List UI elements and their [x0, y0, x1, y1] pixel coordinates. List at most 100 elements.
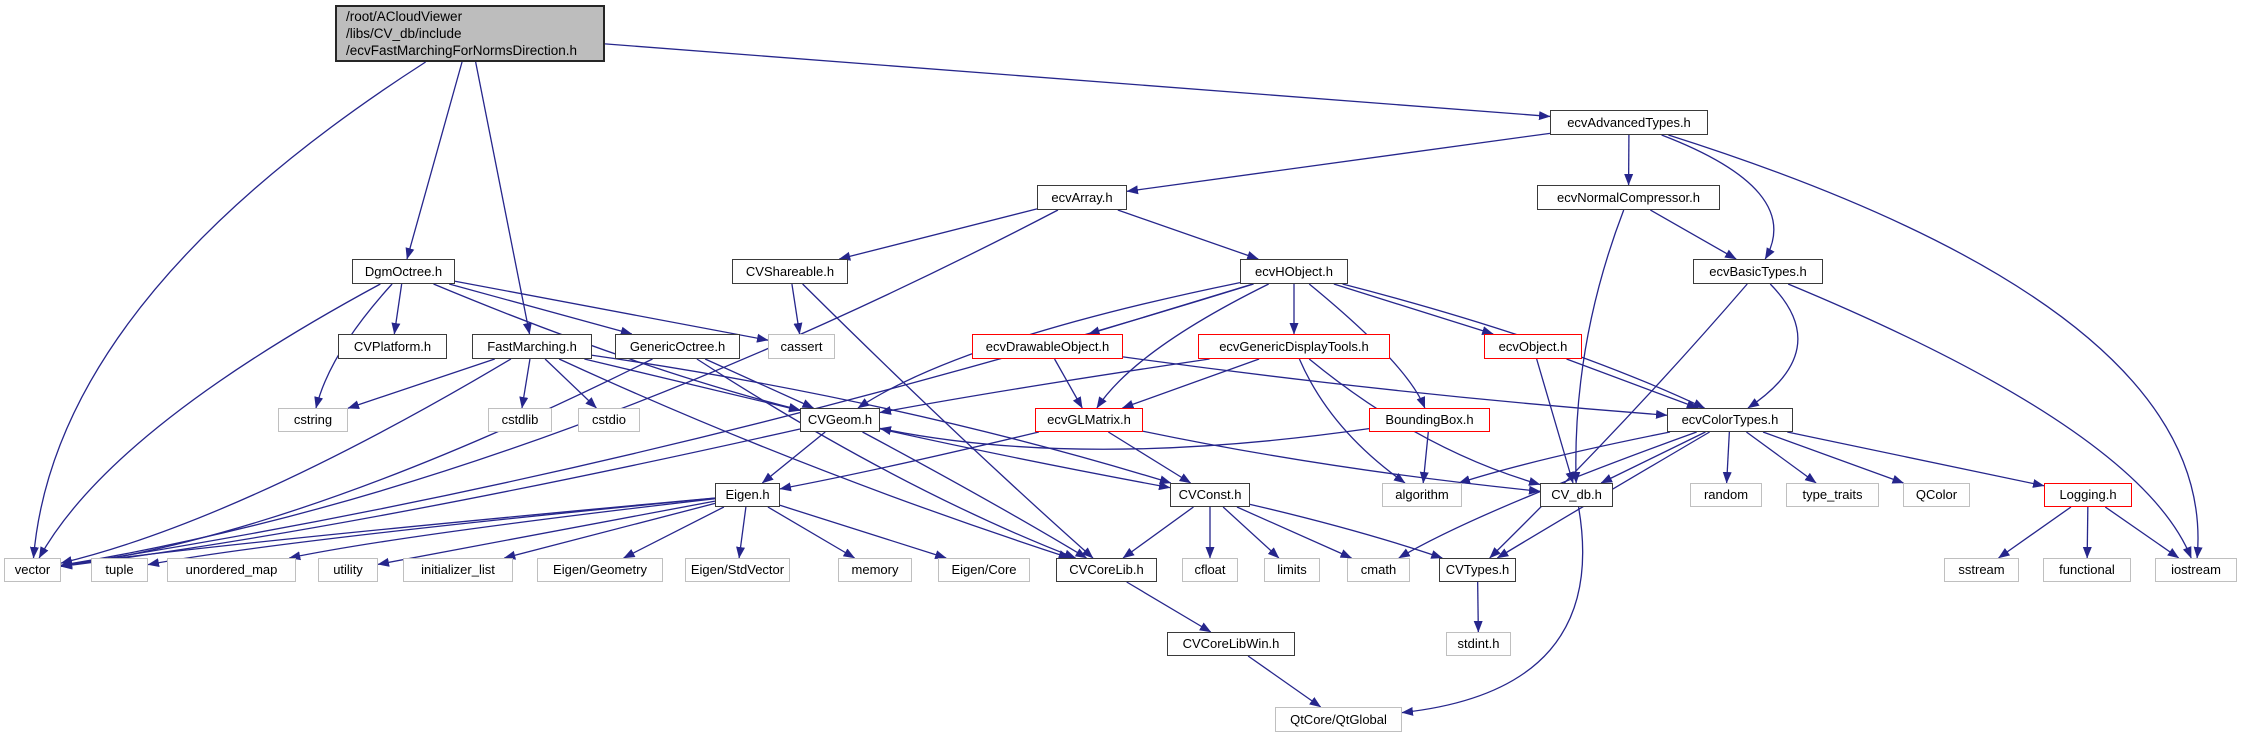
header-node-CVCoreLib[interactable]: CVCoreLib.h: [1056, 558, 1157, 582]
include-edge-Logging-to-iostream: [2104, 506, 2180, 559]
include-edge-ecvBasicTypes-to-ecvColorTypes: [1747, 283, 1799, 409]
include-edge-FastMarching-to-CVGeom: [584, 358, 801, 413]
header-node-Logging[interactable]: Logging.h: [2044, 483, 2132, 507]
header-node-utility[interactable]: utility: [318, 558, 378, 582]
header-node-sstream[interactable]: sstream: [1944, 558, 2019, 582]
header-node-CV_db[interactable]: CV_db.h: [1540, 483, 1613, 507]
header-node-iostream[interactable]: iostream: [2155, 558, 2237, 582]
include-edge-ecvColorTypes-to-random: [1722, 431, 1732, 484]
header-node-cstdlib[interactable]: cstdlib: [488, 408, 552, 432]
include-edge-GenericOctree-to-CVCoreLib: [696, 358, 1076, 559]
header-node-vector[interactable]: vector: [4, 558, 61, 582]
include-edge-ecvObject-to-CV_db: [1536, 358, 1575, 484]
header-node-ecvObject[interactable]: ecvObject.h: [1484, 334, 1582, 359]
header-node-cassert[interactable]: cassert: [768, 334, 835, 359]
include-edge-Eigen-to-unordered_map: [288, 498, 716, 561]
include-edge-ecvArray-to-CVShareable: [838, 208, 1038, 261]
header-node-CVCoreLibWin[interactable]: CVCoreLibWin.h: [1167, 632, 1295, 656]
include-edge-CVShareable-to-cassert: [791, 283, 803, 335]
include-edge-FastMarching-to-CVCoreLib: [558, 358, 1071, 559]
header-node-EigenGeometry[interactable]: Eigen/Geometry: [537, 558, 663, 582]
header-node-stdint[interactable]: stdint.h: [1446, 632, 1511, 656]
include-edge-ecvDrawableObject-to-ecvColorTypes: [1122, 356, 1668, 419]
header-node-Eigen[interactable]: Eigen.h: [715, 483, 780, 507]
header-node-ecvHObject[interactable]: ecvHObject.h: [1240, 259, 1348, 284]
header-node-ecvGenericDisplayTools[interactable]: ecvGenericDisplayTools.h: [1198, 334, 1390, 359]
include-edge-Eigen-to-utility: [377, 500, 716, 567]
header-node-CVShareable[interactable]: CVShareable.h: [732, 259, 848, 284]
include-edge-Eigen-to-memory: [767, 506, 856, 559]
header-node-DgmOctree[interactable]: DgmOctree.h: [352, 259, 455, 284]
header-node-ecvColorTypes[interactable]: ecvColorTypes.h: [1667, 408, 1793, 432]
include-edge-CVGeom-to-CVCoreLib: [862, 431, 1087, 559]
header-node-EigenStdVector[interactable]: Eigen/StdVector: [685, 558, 790, 582]
header-node-CVPlatform[interactable]: CVPlatform.h: [338, 334, 447, 359]
header-node-cstring[interactable]: cstring: [278, 408, 348, 432]
header-node-algorithm[interactable]: algorithm: [1382, 483, 1462, 507]
header-node-BoundingBox[interactable]: BoundingBox.h: [1369, 408, 1490, 432]
include-edge-root-to-FastMarching: [475, 61, 532, 335]
header-node-ecvArray[interactable]: ecvArray.h: [1037, 185, 1127, 210]
include-edge-CVTypes-to-stdint: [1473, 581, 1483, 633]
include-edge-CVGeom-to-Eigen: [761, 431, 826, 484]
include-edge-ecvColorTypes-to-QColor: [1762, 431, 1904, 484]
root-file-node-root[interactable]: /root/ACloudViewer /libs/CV_db/include /…: [335, 5, 605, 62]
include-edge-ecvAdvancedTypes-to-iostream: [1668, 134, 2203, 559]
header-node-initializer_list[interactable]: initializer_list: [403, 558, 513, 582]
include-edge-ecvNormalCompressor-to-CV_db: [1571, 209, 1625, 484]
include-edge-FastMarching-to-vector: [60, 358, 512, 565]
include-edge-ecvHObject-to-ecvGLMatrix: [1096, 283, 1269, 409]
header-node-ecvBasicTypes[interactable]: ecvBasicTypes.h: [1693, 259, 1823, 284]
header-node-functional[interactable]: functional: [2043, 558, 2131, 582]
header-node-ecvDrawableObject[interactable]: ecvDrawableObject.h: [972, 334, 1123, 359]
include-edge-ecvArray-to-ecvHObject: [1117, 209, 1259, 260]
include-edge-ecvAdvancedTypes-to-ecvBasicTypes: [1661, 134, 1775, 260]
include-edge-ecvBasicTypes-to-iostream: [1787, 283, 2192, 559]
header-node-CVConst[interactable]: CVConst.h: [1170, 483, 1250, 507]
header-node-memory[interactable]: memory: [838, 558, 912, 582]
header-node-unordered_map[interactable]: unordered_map: [167, 558, 296, 582]
include-edge-CV_db-to-QtCoreQtGlobal: [1401, 506, 1584, 716]
include-edge-root-to-vector: [29, 61, 426, 559]
header-node-CVGeom[interactable]: CVGeom.h: [800, 408, 880, 432]
include-edge-ecvColorTypes-to-type_traits: [1746, 431, 1817, 484]
header-node-GenericOctree[interactable]: GenericOctree.h: [615, 334, 740, 359]
header-node-QtCoreQtGlobal[interactable]: QtCore/QtGlobal: [1275, 707, 1402, 732]
include-edge-Eigen-to-EigenStdVector: [736, 506, 747, 559]
include-edge-ecvGenericDisplayTools-to-CV_db: [1308, 358, 1541, 486]
header-node-cmath[interactable]: cmath: [1347, 558, 1410, 582]
include-edge-DgmOctree-to-cassert: [454, 280, 769, 343]
include-edge-ecvNormalCompressor-to-ecvBasicTypes: [1650, 209, 1737, 260]
include-edge-GenericOctree-to-CVGeom: [704, 358, 814, 409]
header-node-FastMarching[interactable]: FastMarching.h: [472, 334, 592, 359]
include-edge-FastMarching-to-cstdio: [544, 358, 597, 409]
include-edge-ecvGenericDisplayTools-to-ecvGLMatrix: [1121, 358, 1260, 409]
include-edge-Logging-to-sstream: [1998, 506, 2072, 559]
include-edge-ecvColorTypes-to-Logging: [1787, 431, 2045, 488]
include-edge-ecvObject-to-ecvColorTypes: [1566, 358, 1699, 409]
header-node-EigenCore[interactable]: Eigen/Core: [938, 558, 1030, 582]
include-edge-CVConst-to-CVCoreLib: [1122, 506, 1194, 559]
include-edge-ecvGenericDisplayTools-to-CVGeom: [879, 358, 1210, 415]
include-edge-Eigen-to-initializer_list: [503, 502, 716, 560]
header-node-ecvNormalCompressor[interactable]: ecvNormalCompressor.h: [1537, 185, 1720, 210]
include-edge-CVConst-to-CVTypes: [1249, 503, 1443, 559]
include-edge-ecvHObject-to-ecvObject: [1333, 283, 1494, 336]
header-node-cstdio[interactable]: cstdio: [578, 408, 640, 432]
header-node-type_traits[interactable]: type_traits: [1786, 483, 1879, 507]
include-edge-ecvColorTypes-to-cmath: [1398, 431, 1697, 559]
header-node-QColor[interactable]: QColor: [1903, 483, 1970, 507]
header-node-cfloat[interactable]: cfloat: [1182, 558, 1238, 582]
include-edge-root-to-ecvAdvancedTypes: [604, 43, 1551, 121]
header-node-limits[interactable]: limits: [1264, 558, 1320, 582]
include-edge-ecvColorTypes-to-algorithm: [1458, 431, 1671, 484]
include-edge-ecvColorTypes-to-CV_db: [1600, 431, 1706, 484]
header-node-ecvGLMatrix[interactable]: ecvGLMatrix.h: [1035, 408, 1143, 432]
header-node-random[interactable]: random: [1690, 483, 1762, 507]
include-edge-ecvGenericDisplayTools-to-algorithm: [1298, 358, 1406, 484]
header-node-tuple[interactable]: tuple: [91, 558, 148, 582]
include-edge-CVShareable-to-CVCoreLib: [802, 283, 1094, 559]
header-node-CVTypes[interactable]: CVTypes.h: [1439, 558, 1516, 582]
header-node-ecvAdvancedTypes[interactable]: ecvAdvancedTypes.h: [1550, 110, 1708, 135]
